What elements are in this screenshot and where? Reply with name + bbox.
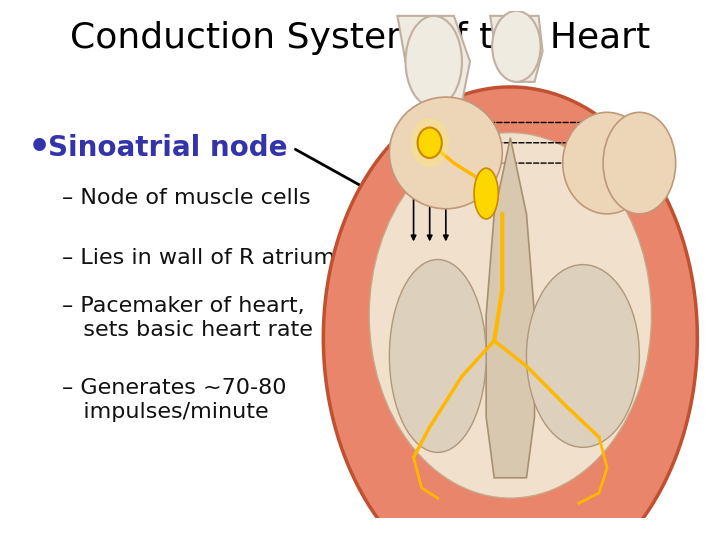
- Text: – Node of muscle cells: – Node of muscle cells: [62, 188, 310, 208]
- Ellipse shape: [526, 265, 639, 447]
- Text: Sinoatrial node: Sinoatrial node: [48, 134, 287, 162]
- Ellipse shape: [492, 11, 541, 82]
- Ellipse shape: [563, 112, 652, 214]
- Ellipse shape: [603, 112, 675, 214]
- Polygon shape: [486, 138, 534, 478]
- Ellipse shape: [390, 97, 503, 209]
- Polygon shape: [323, 87, 698, 540]
- Text: – Generates ~70-80
   impulses/minute: – Generates ~70-80 impulses/minute: [62, 379, 287, 422]
- Circle shape: [410, 118, 449, 167]
- Polygon shape: [490, 16, 543, 82]
- Text: – Pacemaker of heart,
   sets basic heart rate: – Pacemaker of heart, sets basic heart r…: [62, 296, 313, 340]
- Ellipse shape: [369, 133, 652, 498]
- Polygon shape: [397, 16, 470, 102]
- Circle shape: [418, 127, 442, 158]
- Text: •: •: [28, 131, 51, 165]
- Text: – Lies in wall of R atrium: – Lies in wall of R atrium: [62, 248, 335, 268]
- Ellipse shape: [474, 168, 498, 219]
- Ellipse shape: [390, 260, 486, 453]
- Ellipse shape: [405, 16, 462, 107]
- Text: Conduction System of the Heart: Conduction System of the Heart: [70, 21, 650, 55]
